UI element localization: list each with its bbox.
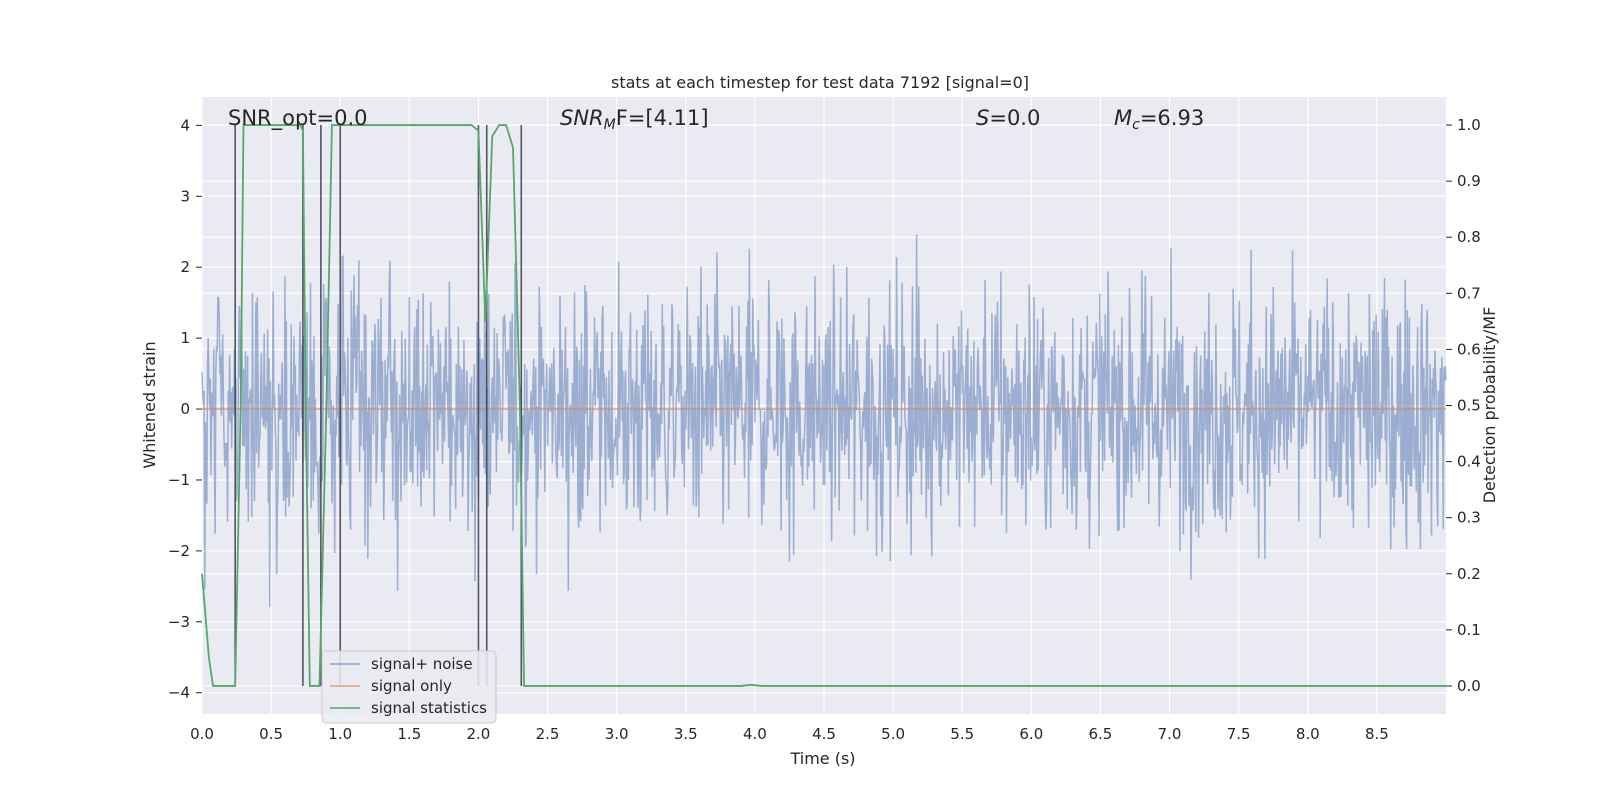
chart-title: stats at each timestep for test data 719… <box>611 73 1029 92</box>
x-tick-label: 5.5 <box>950 725 974 743</box>
x-tick-label: 1.5 <box>397 725 421 743</box>
y-axis-label: Whitened strain <box>140 341 159 468</box>
y2-tick-label: 0.6 <box>1457 340 1481 358</box>
y2-axis-label: Detection probability/MF <box>1480 307 1499 504</box>
signal-noise-series <box>201 234 1447 608</box>
y-tick-label: 0 <box>180 400 190 418</box>
x-tick-label: 6.0 <box>1019 725 1043 743</box>
marker-vertical-lines <box>234 125 523 686</box>
y2-tick-label: 0.1 <box>1457 621 1481 639</box>
y2-tick-label: 0.3 <box>1457 509 1481 527</box>
y-axis-right-ticks: 1.0 0.9 0.8 0.7 0.6 0.5 0.4 0.3 0.2 0.1 0.0 <box>1446 116 1481 695</box>
x-tick-label: 6.5 <box>1089 725 1113 743</box>
signal-statistics-series <box>201 124 1446 687</box>
snr-mf-value: F=[4.11] <box>616 106 709 130</box>
x-tick-label: 0.0 <box>190 725 214 743</box>
snr-opt-annotation: SNR_opt=0.0 <box>228 106 368 131</box>
y2-tick-label: 0.5 <box>1457 397 1481 415</box>
x-tick-label: 2.5 <box>536 725 560 743</box>
y-axis-left-ticks: 4 3 2 1 0 −1 −2 −3 −4 <box>168 116 202 702</box>
s-annotation: S=0.0 <box>976 106 1040 130</box>
y2-tick-label: 0.8 <box>1457 228 1481 246</box>
y-tick-label: 4 <box>180 116 190 134</box>
x-tick-label: 8.0 <box>1296 725 1320 743</box>
y2-tick-label: 1.0 <box>1457 116 1481 134</box>
y-tick-label: 2 <box>180 258 190 276</box>
x-tick-label: 4.5 <box>812 725 836 743</box>
y2-tick-label: 0.4 <box>1457 453 1481 471</box>
y2-tick-label: 0.9 <box>1457 172 1481 190</box>
x-tick-label: 2.0 <box>467 725 491 743</box>
y-tick-label: −3 <box>168 613 190 631</box>
legend-label-signal-noise: signal+ noise <box>371 655 473 673</box>
mc-value: =6.93 <box>1140 106 1204 130</box>
mc-annotation: Mc=6.93 <box>1114 106 1204 133</box>
x-tick-label: 7.5 <box>1227 725 1251 743</box>
s-symbol: S <box>976 106 989 130</box>
x-tick-label: 3.5 <box>674 725 698 743</box>
snr-mf-annotation: SNRMF=[4.11] <box>560 106 709 133</box>
y2-tick-label: 0.7 <box>1457 284 1481 302</box>
legend: signal+ noise signal only signal statist… <box>321 650 497 724</box>
x-tick-label: 8.5 <box>1365 725 1389 743</box>
legend-box <box>321 650 497 724</box>
y-tick-label: 1 <box>180 329 190 347</box>
mc-symbol: M <box>1114 106 1132 130</box>
x-tick-label: 5.0 <box>881 725 905 743</box>
x-tick-label: 3.0 <box>605 725 629 743</box>
snr-mf-base: SNR <box>560 106 604 130</box>
snr-mf-sub: M <box>604 117 616 133</box>
x-tick-label: 0.5 <box>259 725 283 743</box>
y2-tick-label: 0.2 <box>1457 565 1481 583</box>
y2-tick-label: 0.0 <box>1457 677 1481 695</box>
legend-label-signal-only: signal only <box>371 677 452 695</box>
y-tick-label: −1 <box>168 471 190 489</box>
mc-sub: c <box>1132 117 1140 133</box>
x-tick-label: 1.0 <box>328 725 352 743</box>
signal-noise-line <box>201 234 1447 608</box>
x-tick-label: 7.0 <box>1158 725 1182 743</box>
signal-statistics-line <box>201 124 1446 687</box>
legend-label-signal-statistics: signal statistics <box>371 699 487 717</box>
x-axis-ticks: 0.0 0.5 1.0 1.5 2.0 2.5 3.0 3.5 4.0 4.5 5.0 5.5 6.0 6… <box>190 725 1389 743</box>
x-axis-label: Time (s) <box>789 749 855 768</box>
y-tick-label: −4 <box>168 684 190 702</box>
x-tick-label: 4.0 <box>743 725 767 743</box>
y-tick-label: −2 <box>168 542 190 560</box>
s-value: =0.0 <box>989 106 1040 130</box>
y-tick-label: 3 <box>180 187 190 205</box>
